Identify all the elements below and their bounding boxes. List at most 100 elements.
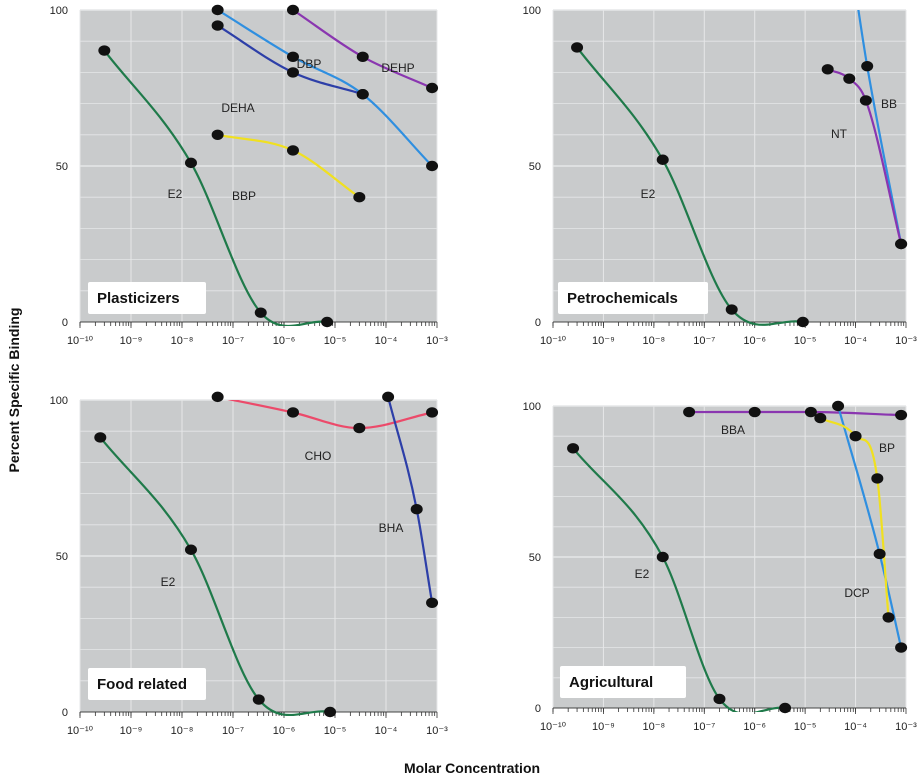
chart-panels: 10⁻¹⁰ 10⁻⁹ 10⁻⁸ 10⁻⁷ 10⁻⁶ 10⁻⁵ 10⁻⁴ 10⁻³ 0 50 100 E… [50,4,918,737]
panel-title: Petrochemicals [567,290,678,307]
data-point-bha [426,597,439,608]
data-point-e2 [713,693,726,705]
x-tick-label: 10⁻⁶ [273,335,296,347]
y-tick-label: 100 [523,401,541,413]
x-tick-label: 10⁻¹⁰ [67,725,94,737]
panel-title: Food related [97,676,187,693]
x-tick-label: 10⁻¹⁰ [540,721,567,733]
panel-bl: 10⁻¹⁰ 10⁻⁹ 10⁻⁸ 10⁻⁷ 10⁻⁶ 10⁻⁵ 10⁻⁴ 10⁻³ 0 50 100 E… [50,391,448,737]
x-tick-label: 10⁻⁸ [643,721,666,733]
x-tick-label: 10⁻⁸ [643,335,666,347]
data-point-e2 [94,432,107,443]
series-label-e2: E2 [635,567,650,581]
data-point-bba [804,406,817,418]
series-line-e2 [103,49,329,326]
series-label-dcp: DCP [844,586,869,600]
y-tick-label: 50 [56,551,68,563]
x-tick-label: 10⁻³ [426,335,448,347]
data-point-bba [683,406,696,418]
x-tick-label: 10⁻⁵ [324,725,347,737]
series-label-bbp: BBP [232,189,256,203]
y-tick-label: 50 [529,552,541,564]
series-line-bb [857,10,903,246]
data-point-nt [859,95,872,106]
data-point-bp [895,642,908,653]
panel-title-background [560,666,686,698]
data-point-bba [895,409,908,421]
data-point-e2 [571,42,584,53]
data-point-dbp [286,51,299,62]
panel-title-background [88,668,206,700]
x-tick-label: 10⁻¹⁰ [540,335,567,347]
y-tick-label: 100 [50,5,68,17]
panel-title-box: Plasticizers [88,282,206,314]
y-tick-label: 50 [56,161,68,173]
series-line-bp [836,406,903,649]
x-tick-label: 10⁻⁶ [273,725,296,737]
data-point-nt [843,73,856,84]
x-tick-label: 10⁻⁴ [375,725,398,737]
series-line-dbp [216,10,434,168]
data-point-bb [861,60,874,72]
data-point-dcp [871,473,884,484]
x-tick-label: 10⁻⁷ [222,725,244,737]
data-point-e2 [567,443,580,454]
data-point-bha [382,391,395,403]
data-point-e2 [656,154,669,165]
y-tick-label: 0 [535,703,541,715]
x-tick-label: 10⁻⁷ [693,335,715,347]
data-point-dbp [211,4,224,16]
data-point-cho [426,407,439,418]
series-label-deha: DEHA [221,101,254,115]
y-tick-label: 0 [535,317,541,329]
y-tick-label: 100 [523,5,541,17]
data-point-dcp [814,412,827,424]
x-tick-label: 10⁻³ [895,335,917,347]
data-point-bha [410,504,423,515]
data-point-e2 [321,316,334,328]
series-line-e2 [99,436,332,716]
data-point-e2 [656,551,669,563]
data-point-dehp [426,82,439,94]
x-tick-label: 10⁻⁹ [120,725,143,737]
data-point-bp [873,548,886,560]
data-point-bp [832,400,845,412]
data-point-cho [286,407,299,418]
panel-title-background [558,282,708,314]
data-point-e2 [254,307,267,318]
data-point-e2 [725,304,738,315]
panel-title-box: Agricultural [560,666,686,698]
series-line-bba [688,410,903,417]
data-point-bba [748,406,761,418]
series-line-e2 [571,447,787,712]
data-point-bbp [286,145,299,156]
x-tick-label: 10⁻⁴ [844,721,867,733]
series-line-nt [826,68,903,246]
series-label-bba: BBA [721,423,745,437]
y-tick-label: 0 [62,707,68,719]
panel-title-background [88,282,206,314]
panel-title: Plasticizers [97,290,180,307]
panel-tr: 10⁻¹⁰ 10⁻⁹ 10⁻⁸ 10⁻⁷ 10⁻⁶ 10⁻⁵ 10⁻⁴ 10⁻³ 0 50 100 E… [523,5,918,347]
data-point-e2 [98,45,111,56]
series-label-bha: BHA [379,521,404,535]
data-point-bbp [353,192,366,203]
x-tick-label: 10⁻⁹ [120,335,143,347]
series-label-e2: E2 [641,187,656,201]
series-label-bb: BB [881,97,897,111]
x-tick-label: 10⁻³ [426,725,448,737]
data-point-dcp [882,612,895,623]
panel-title: Agricultural [569,674,653,691]
panel-title-box: Food related [88,668,206,700]
data-point-cho [353,422,366,434]
y-tick-label: 0 [62,317,68,329]
data-point-nt [895,238,908,250]
series-label-e2: E2 [168,187,183,201]
x-tick-label: 10⁻⁹ [592,335,615,347]
data-point-bbp [211,129,224,140]
x-tick-label: 10⁻⁴ [844,335,867,347]
data-point-cho [211,391,224,403]
series-label-nt: NT [831,127,848,141]
panel-br: 10⁻¹⁰ 10⁻⁹ 10⁻⁸ 10⁻⁷ 10⁻⁶ 10⁻⁵ 10⁻⁴ 10⁻³ 0 50 100 E… [523,400,917,733]
